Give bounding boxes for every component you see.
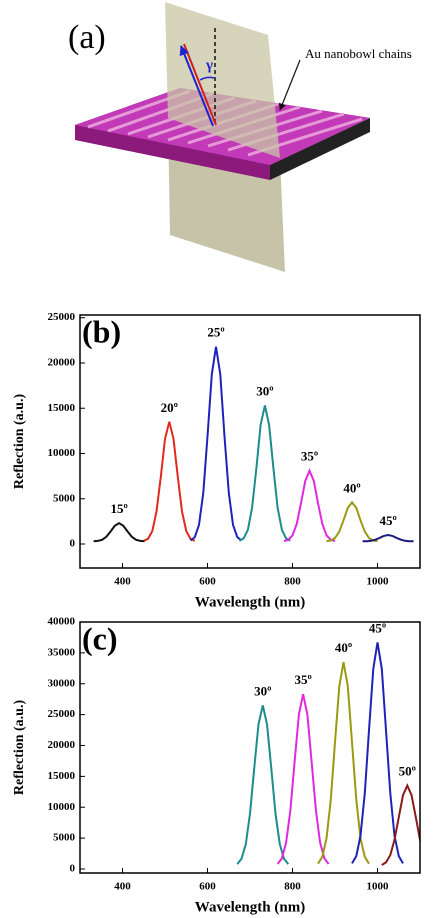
x-tick-label: 400 [114, 881, 131, 893]
y-tick-label: 0 [70, 863, 76, 875]
y-axis-title: Reflection (a.u.) [12, 700, 27, 796]
series-line [362, 533, 414, 543]
panel-label: (b) [82, 313, 121, 349]
plane-upper [165, 2, 280, 158]
x-tick-label: 600 [199, 576, 216, 588]
peak-label: 30º [256, 384, 273, 399]
plot-area [93, 346, 414, 543]
peak-label: 20º [161, 400, 178, 415]
plot-area [236, 642, 420, 866]
series-line [276, 693, 330, 865]
peak-label: 35º [301, 449, 318, 464]
y-axis-title: Reflection (a.u.) [12, 394, 27, 490]
angle-arc [199, 76, 215, 81]
peak-label: 25º [207, 325, 224, 340]
y-tick-label: 5000 [53, 832, 76, 844]
peak-label: 15º [110, 501, 127, 516]
peak-label: 50º [399, 764, 416, 779]
angle-label: γ [205, 57, 213, 73]
series-line [236, 705, 290, 865]
y-tick-label: 25000 [48, 311, 76, 323]
x-tick-label: 1000 [367, 576, 390, 588]
y-tick-label: 15000 [48, 402, 76, 414]
series-line [93, 522, 145, 543]
x-tick-label: 600 [199, 881, 216, 893]
peak-label: 45º [369, 620, 386, 635]
series-line [326, 500, 378, 543]
peak-label: 40º [343, 480, 360, 495]
blue-arrow [179, 45, 214, 127]
series-line [238, 405, 291, 542]
peak-label: 40º [335, 640, 352, 655]
panel-label: (a) [68, 19, 106, 56]
y-tick-label: 20000 [48, 739, 76, 751]
x-tick-label: 400 [114, 576, 131, 588]
y-tick-label: 10000 [48, 801, 76, 813]
red-arrow [183, 43, 217, 126]
plot-frame [79, 621, 421, 874]
peak-label: 30º [254, 683, 271, 698]
series-line [283, 468, 336, 542]
x-tick-label: 1000 [367, 881, 390, 893]
y-tick-label: 30000 [48, 677, 76, 689]
slab-edge [270, 118, 370, 180]
y-tick-label: 10000 [48, 447, 76, 459]
y-tick-label: 5000 [53, 492, 76, 504]
x-tick-label: 800 [284, 576, 301, 588]
y-tick-label: 35000 [48, 646, 76, 658]
x-tick-label: 800 [284, 881, 301, 893]
x-axis-title: Wavelength (nm) [195, 899, 305, 915]
panel-label: (c) [82, 620, 118, 656]
series-line [143, 421, 196, 542]
plot-frame [79, 314, 421, 569]
y-tick-label: 0 [70, 538, 76, 550]
annotation-arrow [279, 59, 301, 111]
y-tick-label: 20000 [48, 357, 76, 369]
y-tick-label: 40000 [48, 616, 76, 628]
y-tick-label: 25000 [48, 708, 76, 720]
annotation: Au nanobowl chains [305, 46, 412, 61]
y-tick-label: 15000 [48, 770, 76, 782]
diagram: (a) γ Au nanobowl chains [68, 2, 412, 272]
peak-label: 45º [379, 513, 396, 528]
peak-label: 35º [294, 672, 311, 687]
x-axis-title: Wavelength (nm) [195, 594, 305, 610]
series-line [189, 346, 243, 542]
series-line [381, 783, 420, 866]
